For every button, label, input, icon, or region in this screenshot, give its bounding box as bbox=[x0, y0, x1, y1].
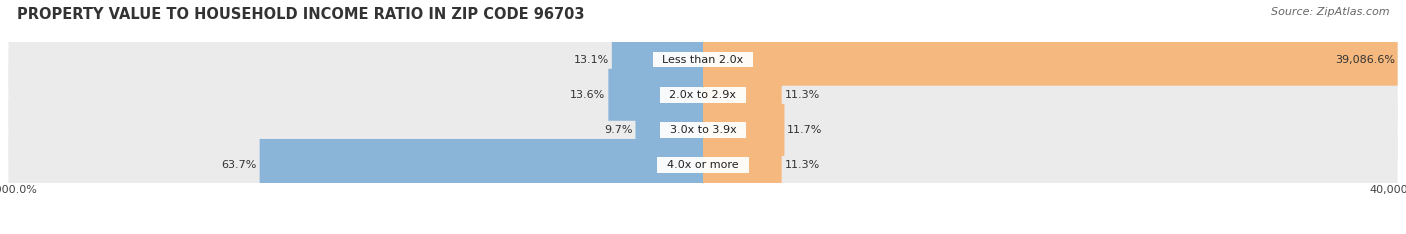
FancyBboxPatch shape bbox=[260, 139, 703, 191]
FancyBboxPatch shape bbox=[8, 135, 1398, 195]
FancyBboxPatch shape bbox=[636, 104, 703, 156]
Text: 63.7%: 63.7% bbox=[222, 160, 257, 170]
Text: 13.6%: 13.6% bbox=[571, 90, 606, 100]
Text: Less than 2.0x: Less than 2.0x bbox=[655, 55, 751, 65]
Text: 4.0x or more: 4.0x or more bbox=[661, 160, 745, 170]
FancyBboxPatch shape bbox=[703, 69, 782, 121]
Text: 2.0x to 2.9x: 2.0x to 2.9x bbox=[662, 90, 744, 100]
Text: 11.7%: 11.7% bbox=[787, 125, 823, 135]
FancyBboxPatch shape bbox=[703, 34, 1398, 86]
FancyBboxPatch shape bbox=[8, 100, 1398, 160]
Text: PROPERTY VALUE TO HOUSEHOLD INCOME RATIO IN ZIP CODE 96703: PROPERTY VALUE TO HOUSEHOLD INCOME RATIO… bbox=[17, 7, 585, 22]
Legend: Without Mortgage, With Mortgage: Without Mortgage, With Mortgage bbox=[586, 231, 820, 234]
FancyBboxPatch shape bbox=[612, 34, 703, 86]
Text: 11.3%: 11.3% bbox=[785, 160, 820, 170]
FancyBboxPatch shape bbox=[8, 65, 1398, 125]
Text: 3.0x to 3.9x: 3.0x to 3.9x bbox=[662, 125, 744, 135]
FancyBboxPatch shape bbox=[703, 104, 785, 156]
Text: 9.7%: 9.7% bbox=[605, 125, 633, 135]
Text: 13.1%: 13.1% bbox=[574, 55, 609, 65]
Text: Source: ZipAtlas.com: Source: ZipAtlas.com bbox=[1271, 7, 1389, 17]
Text: 11.3%: 11.3% bbox=[785, 90, 820, 100]
Text: 39,086.6%: 39,086.6% bbox=[1334, 55, 1395, 65]
FancyBboxPatch shape bbox=[609, 69, 703, 121]
FancyBboxPatch shape bbox=[8, 30, 1398, 90]
FancyBboxPatch shape bbox=[703, 139, 782, 191]
